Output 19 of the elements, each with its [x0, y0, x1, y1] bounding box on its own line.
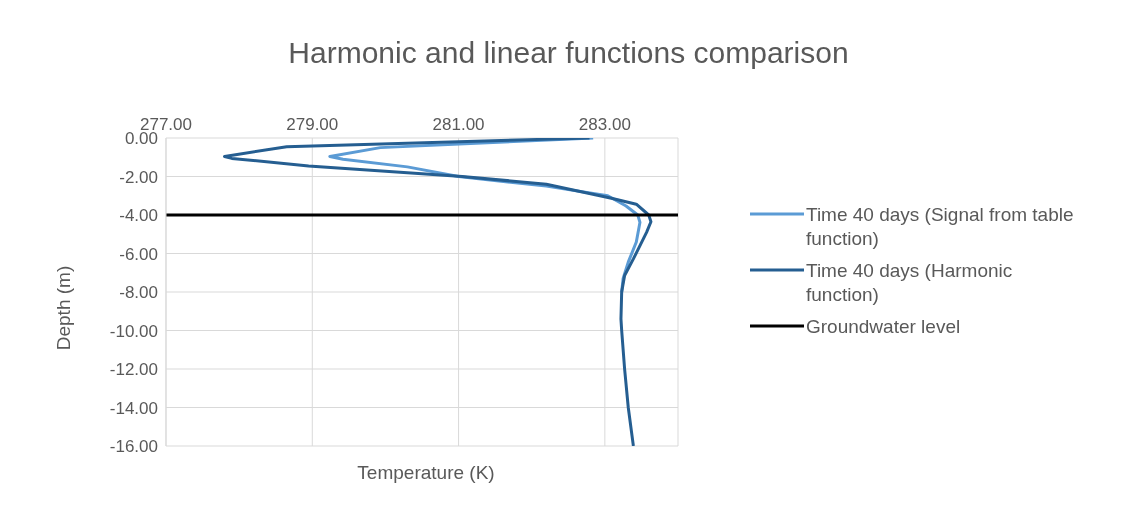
y-axis-title: Depth (m)	[53, 265, 75, 351]
y-tick-label: -12.00	[109, 360, 158, 380]
y-tick-label: -2.00	[119, 167, 158, 187]
x-tick-label: 281.00	[432, 115, 485, 134]
line-series	[223, 138, 653, 446]
legend-label: Time 40 days (Signal from table function)	[806, 203, 1075, 251]
y-tick-label: -10.00	[109, 321, 158, 341]
x-axis-title: Temperature (K)	[356, 462, 496, 484]
y-tick-label: -16.00	[109, 437, 158, 457]
y-tick-label: -14.00	[109, 398, 158, 418]
y-tick-label: -8.00	[119, 283, 158, 303]
chart-title: Harmonic and linear functions comparison	[287, 36, 850, 70]
y-tick-label: -6.00	[119, 244, 158, 264]
legend-label: Time 40 days (Harmonic function)	[806, 259, 1014, 307]
x-tick-label: 279.00	[286, 115, 339, 134]
legend-label: Groundwater level	[806, 315, 961, 339]
y-tick-label: -4.00	[119, 206, 158, 226]
x-tick-label: 283.00	[578, 115, 631, 134]
y-tick-label: 0.00	[124, 129, 158, 149]
